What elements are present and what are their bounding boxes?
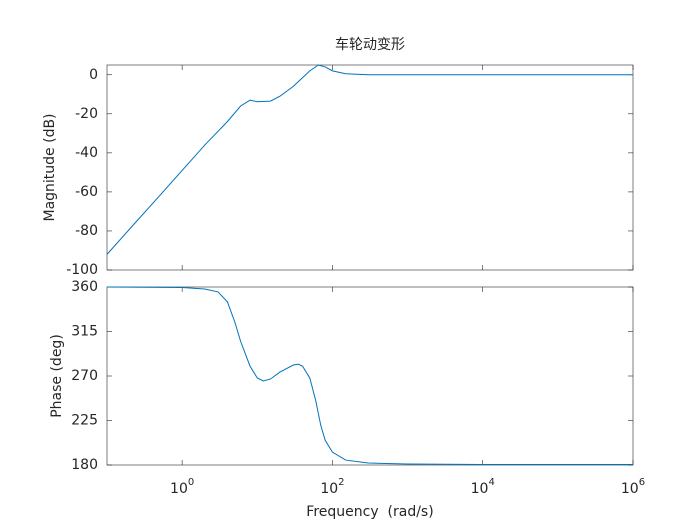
x-tick-label: 102 <box>320 477 344 497</box>
y-tick-label: 180 <box>71 457 98 473</box>
chart-title: 车轮动变形 <box>335 36 405 53</box>
x-axis-label: Frequency (rad/s) <box>306 504 433 520</box>
axes-box <box>106 64 634 271</box>
axes-box <box>106 286 634 466</box>
y-tick-label: 0 <box>89 67 98 83</box>
x-tick-label: 106 <box>621 477 645 497</box>
data-line <box>106 286 633 466</box>
y-tick-label: 270 <box>71 368 98 384</box>
data-line <box>106 64 633 255</box>
y-axis-label: Magnitude (dB) <box>42 113 58 221</box>
y-axis-label: Phase (deg) <box>49 334 65 418</box>
y-tick-label: 360 <box>71 279 98 295</box>
y-tick-label: -40 <box>75 145 98 161</box>
y-tick-label: -100 <box>66 262 98 278</box>
y-tick-label: -20 <box>75 106 98 122</box>
y-tick-label: 315 <box>71 324 98 340</box>
y-tick-label: 225 <box>71 413 98 429</box>
x-tick-label: 100 <box>170 477 194 497</box>
x-tick-label: 104 <box>471 477 495 497</box>
y-tick-label: -80 <box>75 223 98 239</box>
y-tick-label: -60 <box>75 184 98 200</box>
